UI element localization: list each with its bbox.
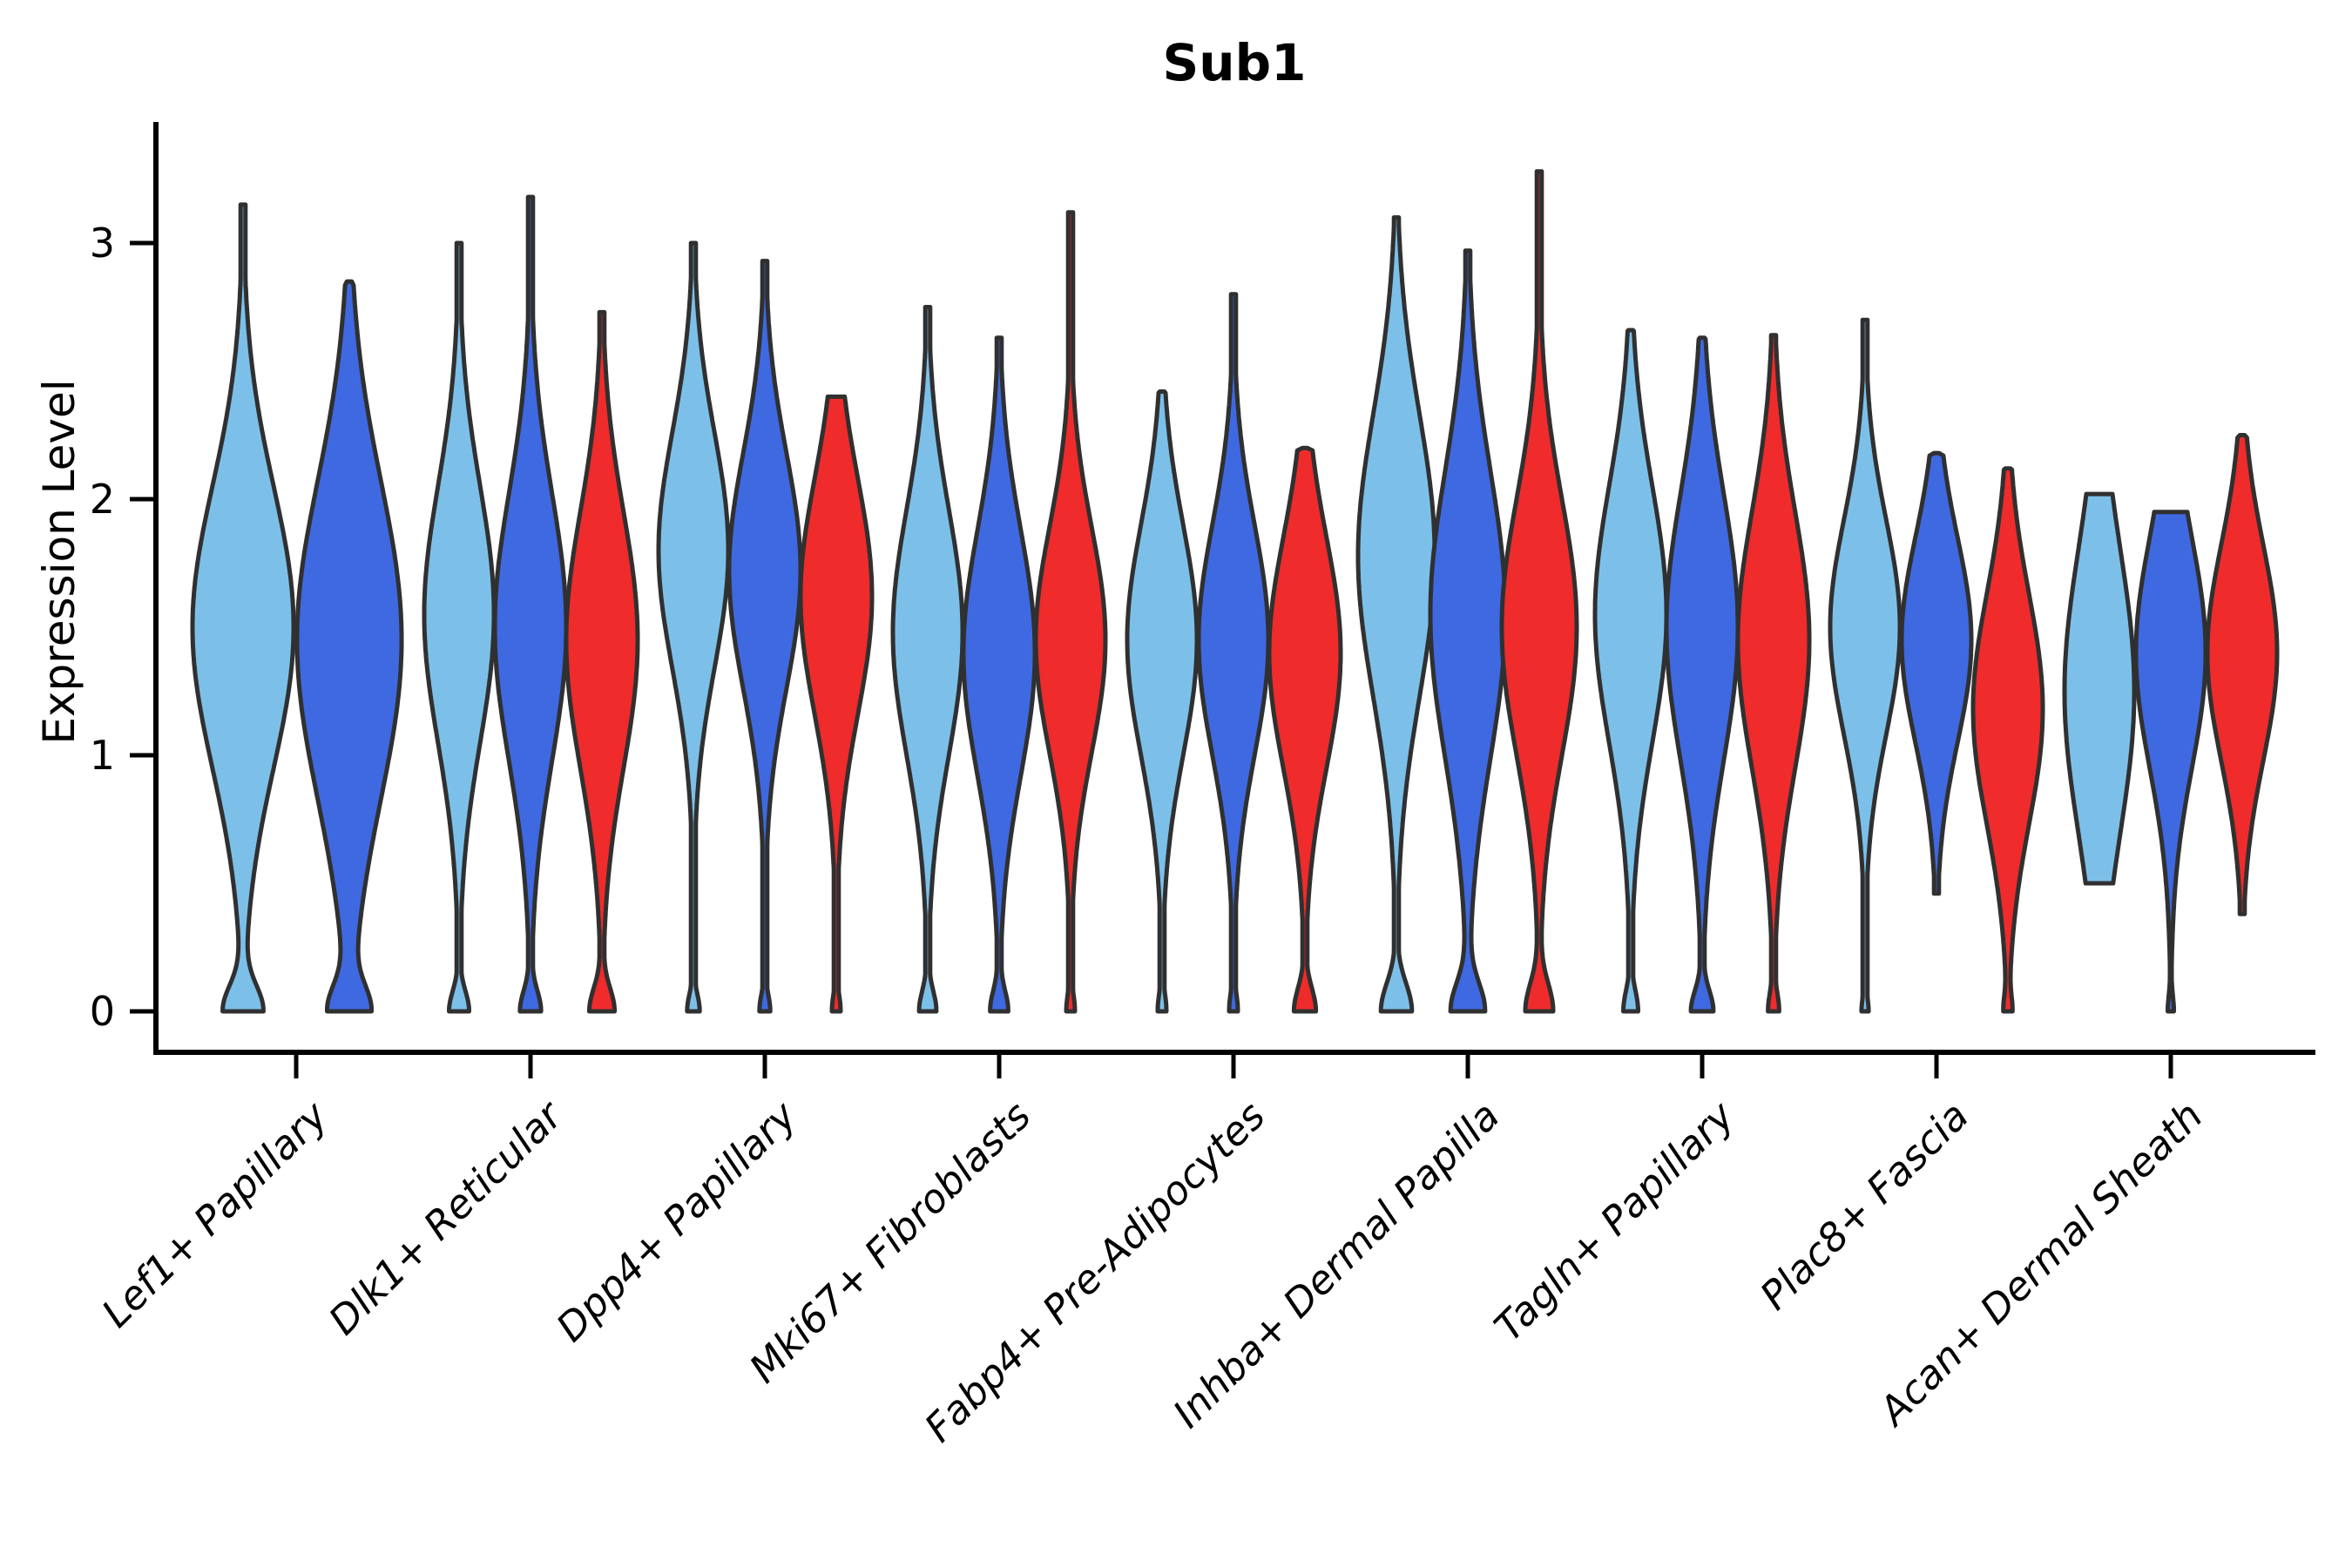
violin-1-sample-3 bbox=[564, 309, 640, 1014]
x-axis-spine bbox=[153, 1050, 2315, 1055]
y-tick-mark bbox=[130, 1009, 153, 1014]
violin-8-sample-1 bbox=[2062, 491, 2137, 886]
chart-title: Sub1 bbox=[1162, 33, 1307, 92]
x-tick-mark bbox=[1700, 1055, 1705, 1078]
violin-4-sample-3 bbox=[1267, 445, 1343, 1014]
x-tick-mark bbox=[2168, 1055, 2173, 1078]
violin-6-sample-2 bbox=[1664, 335, 1740, 1014]
x-tick-mark bbox=[1231, 1055, 1236, 1078]
violin-3-sample-2 bbox=[961, 335, 1037, 1014]
x-tick-mark bbox=[997, 1055, 1002, 1078]
violin-2-sample-3 bbox=[798, 394, 875, 1014]
violin-4-sample-2 bbox=[1196, 292, 1271, 1014]
x-tick-mark bbox=[1934, 1055, 1939, 1078]
violin-5-sample-3 bbox=[1499, 169, 1579, 1014]
x-tick-mark bbox=[1465, 1055, 1470, 1078]
y-tick-mark bbox=[130, 497, 153, 502]
y-axis-spine bbox=[153, 122, 159, 1055]
violin-3-sample-3 bbox=[1033, 210, 1108, 1014]
violin-7-sample-3 bbox=[1970, 466, 2045, 1014]
violin-6-sample-1 bbox=[1592, 328, 1669, 1014]
violin-7-sample-2 bbox=[1899, 450, 1974, 896]
y-tick-label-0: 0 bbox=[89, 988, 115, 1035]
violin-2-sample-2 bbox=[727, 259, 803, 1014]
y-tick-mark bbox=[130, 240, 153, 246]
violin-1-sample-1 bbox=[422, 240, 497, 1014]
x-tick-mark bbox=[762, 1055, 767, 1078]
violin-8-sample-2 bbox=[2133, 510, 2208, 1014]
violin-6-sample-3 bbox=[1735, 333, 1812, 1014]
violin-4-sample-1 bbox=[1125, 389, 1200, 1014]
violin-1-sample-2 bbox=[492, 194, 569, 1014]
y-tick-label-3: 3 bbox=[89, 220, 115, 267]
violin-5-sample-1 bbox=[1355, 215, 1437, 1014]
y-tick-mark bbox=[130, 753, 153, 758]
y-tick-label-1: 1 bbox=[89, 732, 115, 779]
violin-5-sample-2 bbox=[1428, 248, 1508, 1014]
x-tick-mark bbox=[294, 1055, 299, 1078]
violin-0-sample-2 bbox=[294, 279, 404, 1014]
x-tick-mark bbox=[528, 1055, 533, 1078]
violin-2-sample-1 bbox=[656, 240, 731, 1014]
y-tick-label-2: 2 bbox=[89, 476, 115, 523]
violin-8-sample-3 bbox=[2205, 433, 2280, 916]
violin-0-sample-1 bbox=[190, 202, 296, 1014]
y-axis-label: Expression Level bbox=[34, 379, 84, 745]
violin-7-sample-1 bbox=[1828, 317, 1903, 1014]
violin-3-sample-1 bbox=[890, 305, 965, 1014]
